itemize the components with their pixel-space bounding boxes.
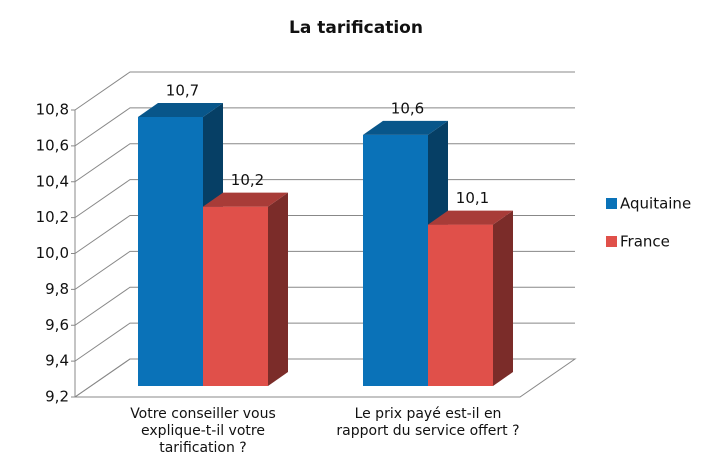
legend-swatch: [606, 198, 617, 209]
chart-title: La tarification: [289, 18, 423, 38]
bar-front: [138, 116, 203, 386]
y-tick-label: 9,6: [45, 316, 69, 334]
value-label: 10,7: [166, 81, 199, 99]
bar-top: [203, 192, 288, 207]
bar: [203, 192, 288, 386]
x-tick-label: Votre conseiller vous explique-t-il votr…: [130, 406, 276, 456]
legend-label: France: [620, 233, 670, 251]
y-tick-label: 10,6: [36, 136, 69, 154]
bar-front: [203, 206, 268, 386]
bar-front: [363, 134, 428, 386]
value-label: 10,1: [456, 189, 489, 207]
bar: [428, 210, 513, 386]
bar-front: [428, 224, 493, 386]
bar-side: [268, 192, 288, 386]
bar-side: [493, 210, 513, 386]
x-tick-label: Le prix payé est-il en rapport du servic…: [336, 406, 520, 439]
grid-line: [74, 107, 575, 147]
y-tick-label: 10,2: [36, 208, 69, 226]
y-tick-label: 10,4: [36, 172, 69, 190]
legend-label: Aquitaine: [620, 195, 691, 213]
y-tick-label: 9,4: [45, 352, 69, 370]
bar-top: [428, 210, 513, 225]
bar-top: [363, 120, 448, 135]
value-label: 10,2: [231, 171, 264, 189]
legend-swatch: [606, 236, 617, 247]
y-tick-label: 9,8: [45, 280, 69, 298]
bar-top: [138, 102, 223, 117]
y-tick-label: 10,8: [36, 101, 69, 119]
value-label: 10,6: [391, 99, 424, 117]
grid-line: [74, 71, 575, 111]
y-tick-label: 10,0: [36, 244, 69, 262]
y-tick-label: 9,2: [45, 388, 69, 406]
